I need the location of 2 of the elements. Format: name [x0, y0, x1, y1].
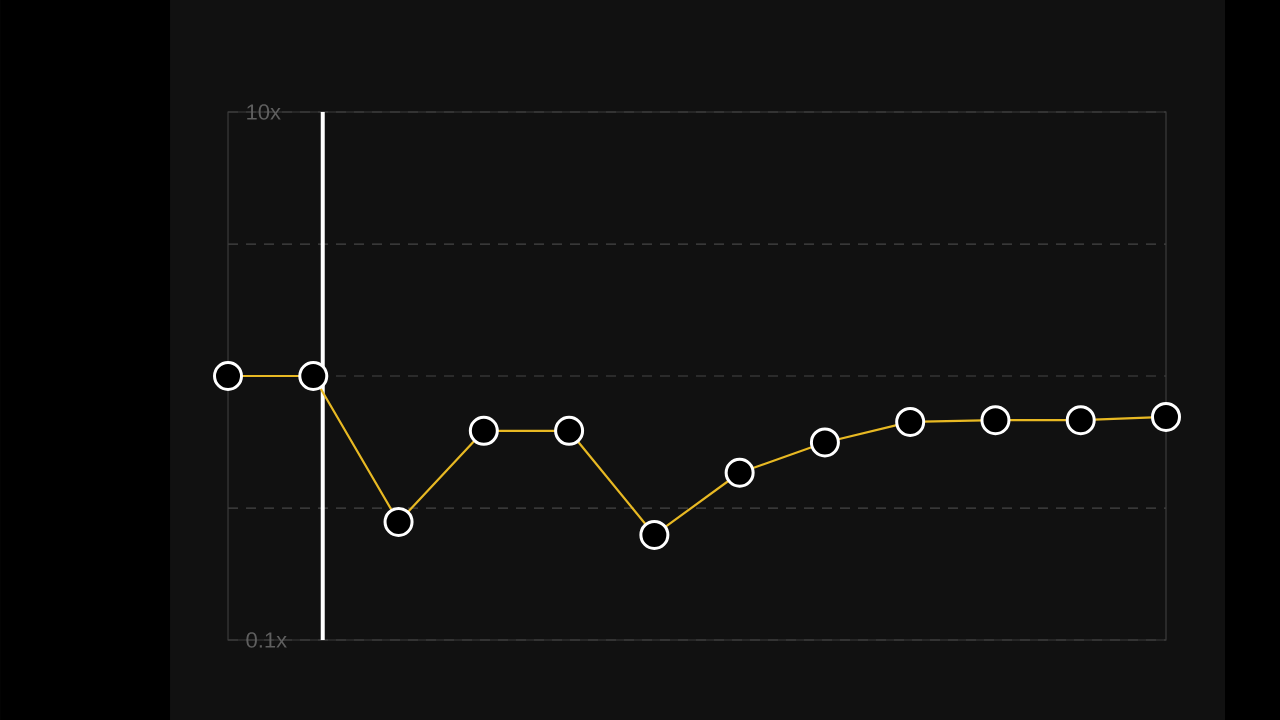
y-tick-label: 10x — [247, 104, 281, 120]
y-tick-label: 0.1x — [246, 632, 287, 648]
